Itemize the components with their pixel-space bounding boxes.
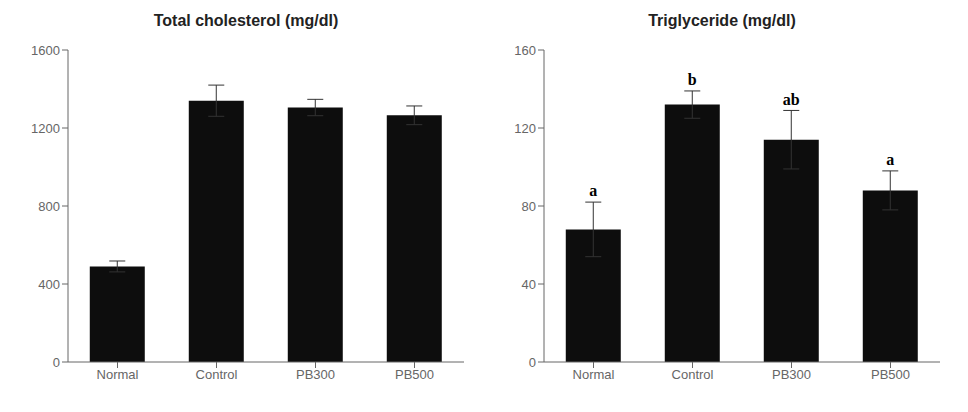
- svg-text:PB500: PB500: [871, 367, 910, 382]
- svg-text:PB300: PB300: [296, 367, 335, 382]
- svg-text:Control: Control: [672, 367, 714, 382]
- svg-text:b: b: [688, 71, 697, 88]
- svg-text:120: 120: [514, 121, 536, 136]
- svg-text:40: 40: [522, 277, 536, 292]
- svg-text:80: 80: [522, 199, 536, 214]
- svg-text:Control: Control: [196, 367, 238, 382]
- svg-text:Normal: Normal: [573, 367, 615, 382]
- svg-text:1200: 1200: [31, 121, 60, 136]
- svg-text:PB300: PB300: [772, 367, 811, 382]
- svg-text:Normal: Normal: [97, 367, 139, 382]
- svg-text:400: 400: [38, 277, 60, 292]
- svg-text:PB500: PB500: [395, 367, 434, 382]
- svg-text:1600: 1600: [31, 43, 60, 58]
- svg-text:ab: ab: [783, 91, 800, 108]
- svg-text:0: 0: [529, 355, 536, 370]
- html-text:Total cholesterol (mg/dl): Total cholesterol (mg/dl): [153, 12, 339, 29]
- svg-text:160: 160: [514, 43, 536, 58]
- html-text:Triglyceride (mg/dl): Triglyceride (mg/dl): [648, 12, 796, 29]
- svg-text:0: 0: [53, 355, 60, 370]
- svg-text:a: a: [886, 151, 894, 168]
- svg-text:a: a: [589, 182, 597, 199]
- svg-text:800: 800: [38, 199, 60, 214]
